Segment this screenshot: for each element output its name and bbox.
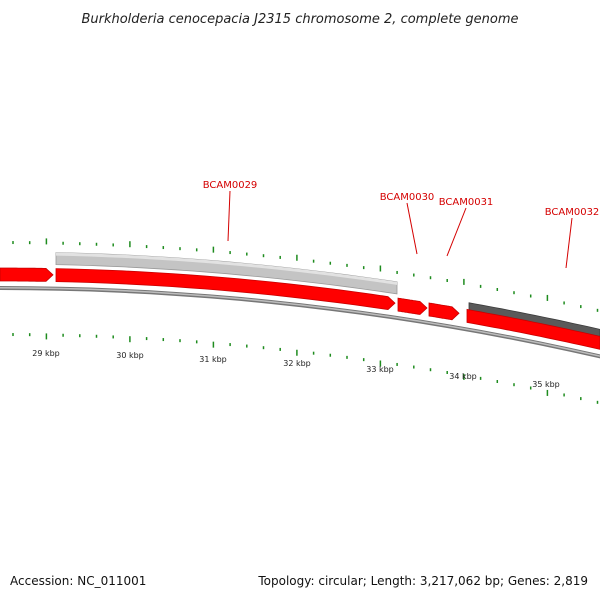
genome-summary-text: Topology: circular; Length: 3,217,062 bp… (258, 574, 588, 588)
gene-bcam0031-arrow[interactable] (428, 302, 460, 321)
gene-label-line-bcam0031 (446, 207, 467, 257)
gene-label-bcam0032[interactable]: BCAM0032 (545, 207, 600, 218)
gene-forward-main[interactable] (55, 268, 396, 311)
scale-label-31: 31 kbp (199, 355, 227, 364)
scale-label-33: 33 kbp (366, 365, 394, 374)
gene-preceding[interactable] (0, 267, 54, 282)
lower-tick-marks (12, 333, 599, 404)
gene-bcam0029-highlight (56, 252, 397, 285)
scale-label-30: 30 kbp (116, 351, 144, 360)
scale-label-32: 32 kbp (283, 359, 311, 368)
scale-label-34: 34 kbp (449, 372, 477, 381)
gene-labels: BCAM0029 BCAM0030 BCAM0031 BCAM0032 (203, 180, 600, 269)
scale-label-35: 35 kbp (532, 380, 560, 389)
forward-strand-genes (0, 267, 600, 350)
gene-bcam0030-arrow[interactable] (397, 297, 428, 315)
gene-label-line-bcam0030 (406, 202, 418, 255)
scale-labels: 29 kbp 30 kbp 31 kbp 32 kbp 33 kbp 34 kb… (32, 349, 560, 389)
gene-label-line-bcam0029 (227, 190, 231, 242)
gene-label-bcam0031[interactable]: BCAM0031 (439, 197, 494, 208)
accession-text: Accession: NC_011001 (10, 574, 147, 588)
gene-label-line-bcam0032 (565, 217, 573, 269)
map-title: Burkholderia cenocepacia J2315 chromosom… (81, 12, 518, 27)
gene-label-bcam0030[interactable]: BCAM0030 (380, 192, 435, 203)
scale-label-29: 29 kbp (32, 349, 60, 358)
upper-tick-marks (12, 238, 599, 312)
gene-forward-right[interactable] (466, 308, 600, 350)
gene-label-bcam0029[interactable]: BCAM0029 (203, 180, 258, 191)
